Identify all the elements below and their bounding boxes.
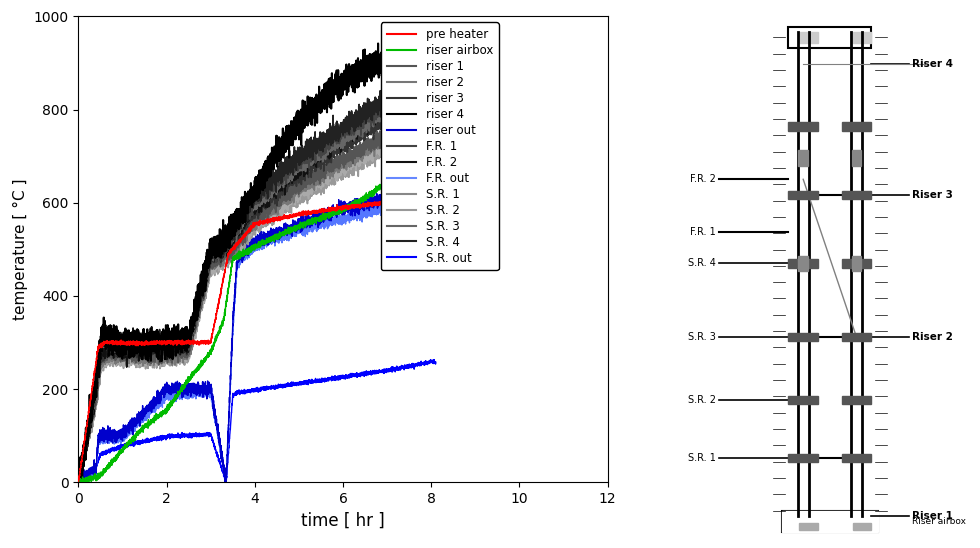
Text: F.R. 2: F.R. 2 xyxy=(690,174,716,184)
Bar xyxy=(788,454,818,463)
Bar xyxy=(788,333,818,341)
Bar xyxy=(853,32,871,43)
Bar xyxy=(853,523,871,530)
Bar xyxy=(788,191,818,199)
X-axis label: time [ hr ]: time [ hr ] xyxy=(301,511,385,529)
Y-axis label: temperature [ °C ]: temperature [ °C ] xyxy=(13,179,28,320)
Text: Riser airbox: Riser airbox xyxy=(912,517,966,526)
Bar xyxy=(799,150,808,166)
Text: F.R. 1: F.R. 1 xyxy=(691,227,716,237)
Bar xyxy=(788,396,818,404)
Bar xyxy=(842,454,871,463)
Bar xyxy=(842,396,871,404)
Text: Riser 1: Riser 1 xyxy=(912,511,954,521)
Text: Riser 3: Riser 3 xyxy=(912,190,954,200)
Bar xyxy=(788,259,818,267)
Bar xyxy=(782,511,878,532)
Text: Riser 2: Riser 2 xyxy=(912,332,954,342)
Text: Riser 4: Riser 4 xyxy=(912,59,954,68)
Bar xyxy=(788,27,871,48)
Bar xyxy=(842,191,871,199)
Bar xyxy=(799,255,808,271)
Legend: pre heater, riser airbox, riser 1, riser 2, riser 3, riser 4, riser out, F.R. 1,: pre heater, riser airbox, riser 1, riser… xyxy=(380,22,499,271)
Bar xyxy=(842,333,871,341)
Text: S.R. 3: S.R. 3 xyxy=(688,332,716,342)
Bar xyxy=(800,32,818,43)
Text: S.R. 4: S.R. 4 xyxy=(688,259,716,269)
Bar xyxy=(842,259,871,267)
Bar xyxy=(842,123,871,131)
Text: S.R. 1: S.R. 1 xyxy=(688,453,716,463)
Bar xyxy=(852,255,861,271)
Bar xyxy=(800,523,818,530)
Bar xyxy=(782,511,878,532)
Bar xyxy=(788,123,818,131)
Text: S.R. 2: S.R. 2 xyxy=(688,395,716,406)
Bar xyxy=(852,150,861,166)
